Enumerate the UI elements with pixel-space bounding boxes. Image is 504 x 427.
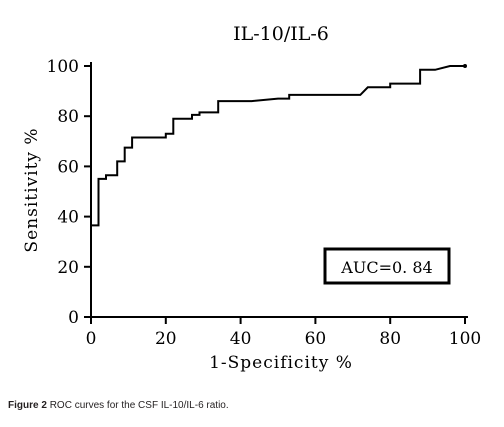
x-tick-label: 100 [449,329,481,349]
y-ticks: 0 20 40 60 80 100 [47,57,91,328]
x-tick-label: 20 [155,329,177,349]
y-axis-label: Sensitivity % [22,127,42,252]
figure-label: Figure 2 [8,400,47,411]
plot-area: 0 20 40 60 80 100 0 20 40 60 80 100 AUC=0. 84 [47,57,482,349]
y-tick-label: 40 [57,208,79,228]
auc-box [323,247,451,285]
roc-endpoint-marker [463,64,467,68]
x-tick-label: 80 [379,329,401,349]
y-tick-label: 80 [57,107,79,127]
chart-title: IL-10/IL-6 [233,23,329,45]
figure-caption: Figure 2 ROC curves for the CSF IL-10/IL… [8,400,229,411]
x-axis-label: 1-Specificity % [209,353,353,373]
x-tick-label: 0 [86,329,97,349]
y-tick-label: 20 [57,258,79,278]
x-ticks: 0 20 40 60 80 100 [86,317,481,349]
y-tick-label: 0 [68,308,79,328]
x-tick-label: 40 [230,329,252,349]
auc-annotation: AUC=0. 84 [340,258,432,277]
roc-curve-line [90,65,465,317]
x-tick-label: 60 [305,329,327,349]
y-tick-label: 60 [57,157,79,177]
figure-caption-text: ROC curves for the CSF IL-10/IL-6 ratio. [49,400,229,411]
y-tick-label: 100 [47,57,79,77]
